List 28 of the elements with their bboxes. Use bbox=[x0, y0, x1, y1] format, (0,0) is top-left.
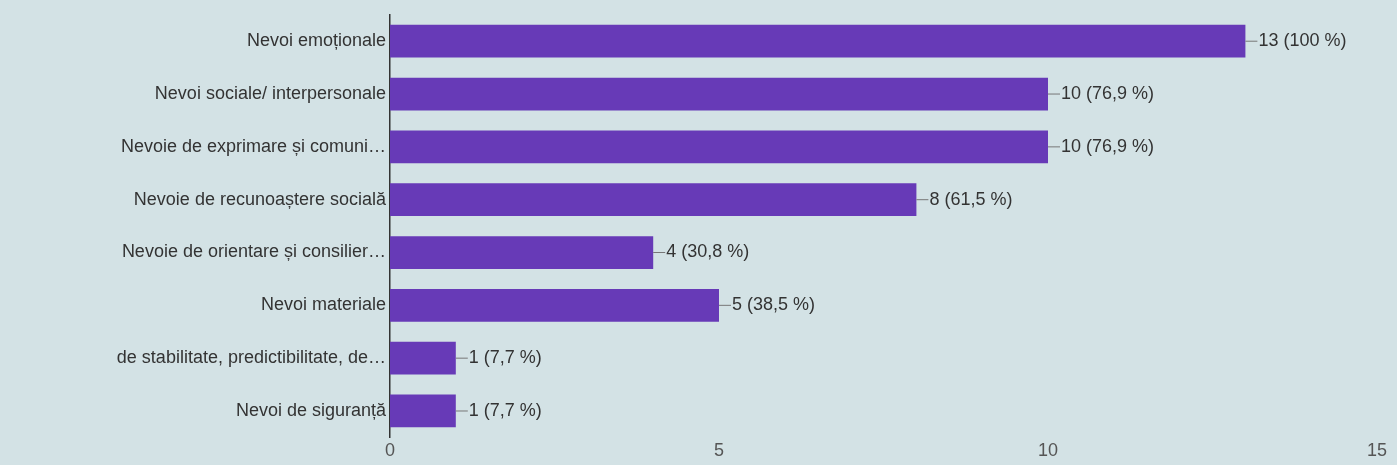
y-tick-label: Nevoi emoționale bbox=[246, 30, 386, 51]
data-label: 1 (7,7 %) bbox=[468, 347, 542, 368]
x-tick-label: 15 bbox=[1366, 440, 1388, 461]
data-label: 5 (38,5 %) bbox=[732, 294, 816, 315]
data-label: 13 (100 %) bbox=[1258, 30, 1347, 51]
x-tick-label: 5 bbox=[713, 440, 725, 461]
data-label: 8 (61,5 %) bbox=[929, 188, 1013, 209]
data-label: 1 (7,7 %) bbox=[468, 399, 542, 420]
x-tick-label: 10 bbox=[1037, 440, 1059, 461]
bar bbox=[390, 24, 1246, 58]
y-tick-label: Nevoie de recunoaștere socială bbox=[133, 188, 387, 209]
y-tick-label: Nevoi sociale/ interpersonale bbox=[154, 83, 386, 104]
bar bbox=[390, 341, 456, 375]
x-tick-label: 0 bbox=[384, 440, 396, 461]
bar bbox=[390, 288, 719, 322]
data-label: 10 (76,9 %) bbox=[1061, 83, 1155, 104]
bar bbox=[390, 394, 456, 428]
y-tick-label: Nevoi de siguranță bbox=[235, 399, 387, 420]
bar bbox=[390, 183, 917, 217]
y-tick-label: Nevoi materiale bbox=[260, 294, 386, 315]
bar bbox=[390, 77, 1048, 111]
y-tick-label: Nevoie de exprimare și comuni… bbox=[120, 135, 386, 156]
y-tick-label: Nevoie de orientare și consilier… bbox=[121, 241, 386, 262]
bar bbox=[390, 130, 1048, 164]
bar bbox=[390, 236, 654, 269]
data-label: 10 (76,9 %) bbox=[1061, 135, 1155, 156]
y-tick-label: de stabilitate, predictibilitate, de… bbox=[116, 347, 386, 368]
data-label: 4 (30,8 %) bbox=[666, 241, 750, 262]
